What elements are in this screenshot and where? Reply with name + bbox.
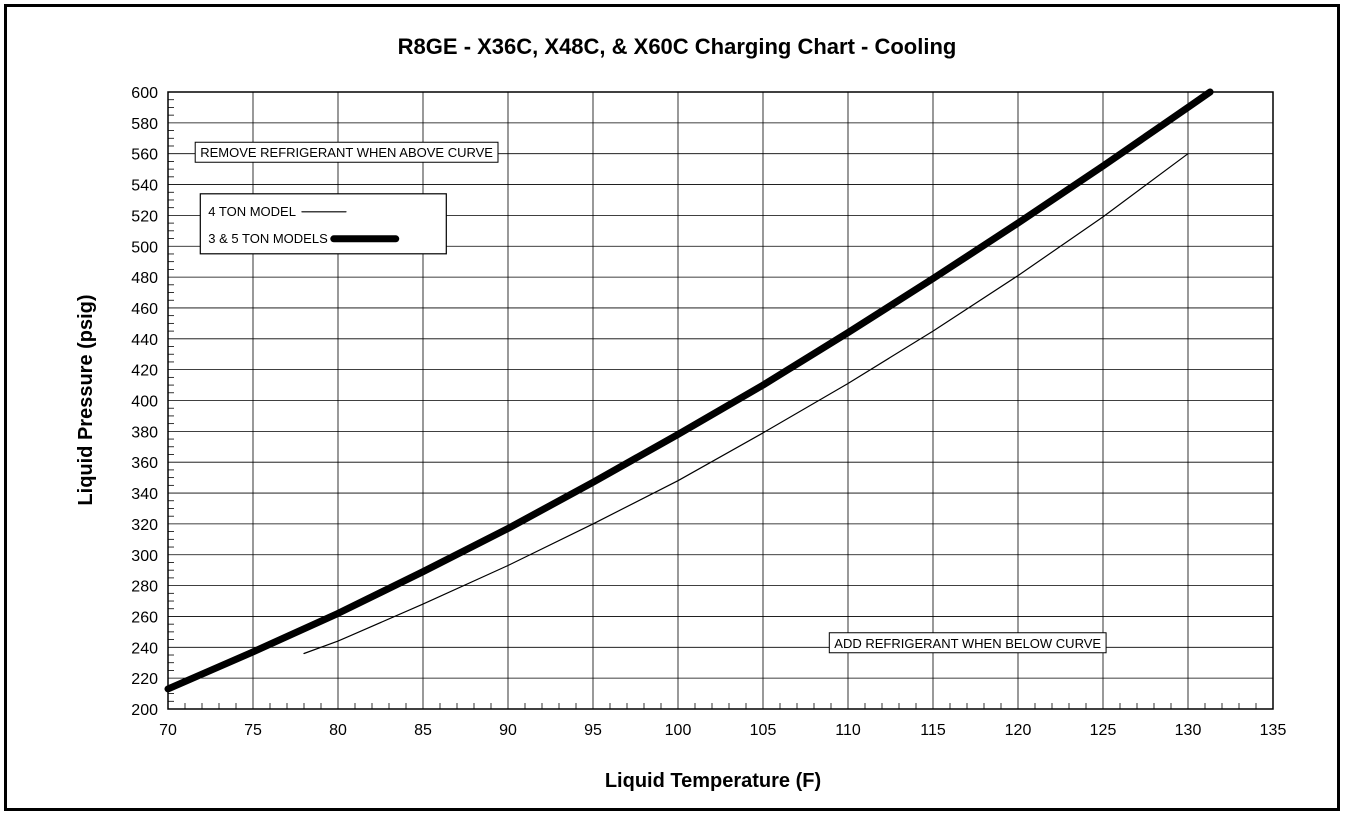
annotation-text: REMOVE REFRIGERANT WHEN ABOVE CURVE bbox=[200, 145, 493, 160]
series-lines bbox=[164, 88, 1214, 693]
y-tick-label: 520 bbox=[131, 208, 158, 225]
series-line-4-ton bbox=[303, 153, 1189, 655]
x-tick-label: 115 bbox=[920, 722, 946, 739]
y-tick-label: 440 bbox=[131, 332, 158, 349]
legend-label: 3 & 5 TON MODELS bbox=[208, 231, 328, 246]
legend-item-3-5-ton: 3 & 5 TON MODELS bbox=[208, 231, 400, 246]
y-tick-label: 500 bbox=[131, 239, 158, 256]
annotation-text: ADD REFRIGERANT WHEN BELOW CURVE bbox=[834, 636, 1101, 651]
y-tick-label: 380 bbox=[131, 424, 158, 441]
annotation-remove-refrigerant: REMOVE REFRIGERANT WHEN ABOVE CURVE bbox=[194, 141, 499, 163]
x-tick-label: 130 bbox=[1175, 722, 1202, 739]
y-tick-label: 400 bbox=[131, 394, 158, 411]
plot-area-border bbox=[167, 91, 1274, 710]
y-tick-label: 460 bbox=[131, 301, 158, 318]
chart-title: R8GE - X36C, X48C, & X60C Charging Chart… bbox=[398, 34, 957, 59]
series-line-3-5-ton bbox=[164, 88, 1214, 693]
annotation-add-refrigerant: ADD REFRIGERANT WHEN BELOW CURVE bbox=[828, 632, 1107, 654]
x-tick-label: 70 bbox=[159, 722, 177, 739]
y-tick-label: 280 bbox=[131, 579, 158, 596]
y-tick-label: 360 bbox=[131, 455, 158, 472]
y-tick-label: 260 bbox=[131, 609, 158, 626]
y-tick-label: 200 bbox=[131, 702, 158, 719]
annotations: REMOVE REFRIGERANT WHEN ABOVE CURVE ADD R… bbox=[194, 141, 1107, 654]
y-tick-label: 600 bbox=[131, 85, 158, 102]
x-tick-label: 95 bbox=[584, 722, 602, 739]
y-tick-label: 540 bbox=[131, 178, 158, 195]
minor-ticks bbox=[168, 99, 1257, 709]
x-tick-label: 75 bbox=[244, 722, 262, 739]
x-tick-labels: 70 75 80 85 90 95 100 105 110 115 120 125 130 135 bbox=[159, 722, 1286, 739]
y-tick-label: 240 bbox=[131, 640, 158, 657]
x-tick-label: 125 bbox=[1090, 722, 1117, 739]
x-tick-label: 110 bbox=[835, 722, 861, 739]
legend-box bbox=[199, 193, 447, 255]
x-tick-label: 120 bbox=[1005, 722, 1032, 739]
x-tick-label: 85 bbox=[414, 722, 432, 739]
y-tick-label: 220 bbox=[131, 671, 158, 688]
legend: 4 TON MODEL 3 & 5 TON MODELS bbox=[199, 193, 447, 255]
y-tick-label: 560 bbox=[131, 147, 158, 164]
y-axis-label: Liquid Pressure (psig) bbox=[75, 294, 97, 505]
y-tick-label: 340 bbox=[131, 486, 158, 503]
x-axis-label: Liquid Temperature (F) bbox=[605, 770, 821, 792]
y-tick-label: 420 bbox=[131, 363, 158, 380]
y-tick-label: 480 bbox=[131, 270, 158, 287]
y-tick-label: 580 bbox=[131, 116, 158, 133]
x-tick-label: 90 bbox=[499, 722, 517, 739]
y-tick-label: 300 bbox=[131, 548, 158, 565]
chart-frame bbox=[4, 4, 1340, 811]
legend-item-4-ton: 4 TON MODEL bbox=[208, 204, 347, 219]
legend-label: 4 TON MODEL bbox=[208, 204, 296, 219]
x-tick-label: 80 bbox=[329, 722, 347, 739]
annotation-box bbox=[828, 632, 1107, 654]
y-tick-labels: 200 220 240 260 280 300 320 340 360 380 400 420 440 4… bbox=[131, 85, 158, 719]
y-tick-label: 320 bbox=[131, 517, 158, 534]
x-tick-label: 105 bbox=[750, 722, 777, 739]
annotation-box bbox=[194, 141, 499, 163]
x-tick-label: 100 bbox=[665, 722, 692, 739]
x-tick-label: 135 bbox=[1260, 722, 1287, 739]
